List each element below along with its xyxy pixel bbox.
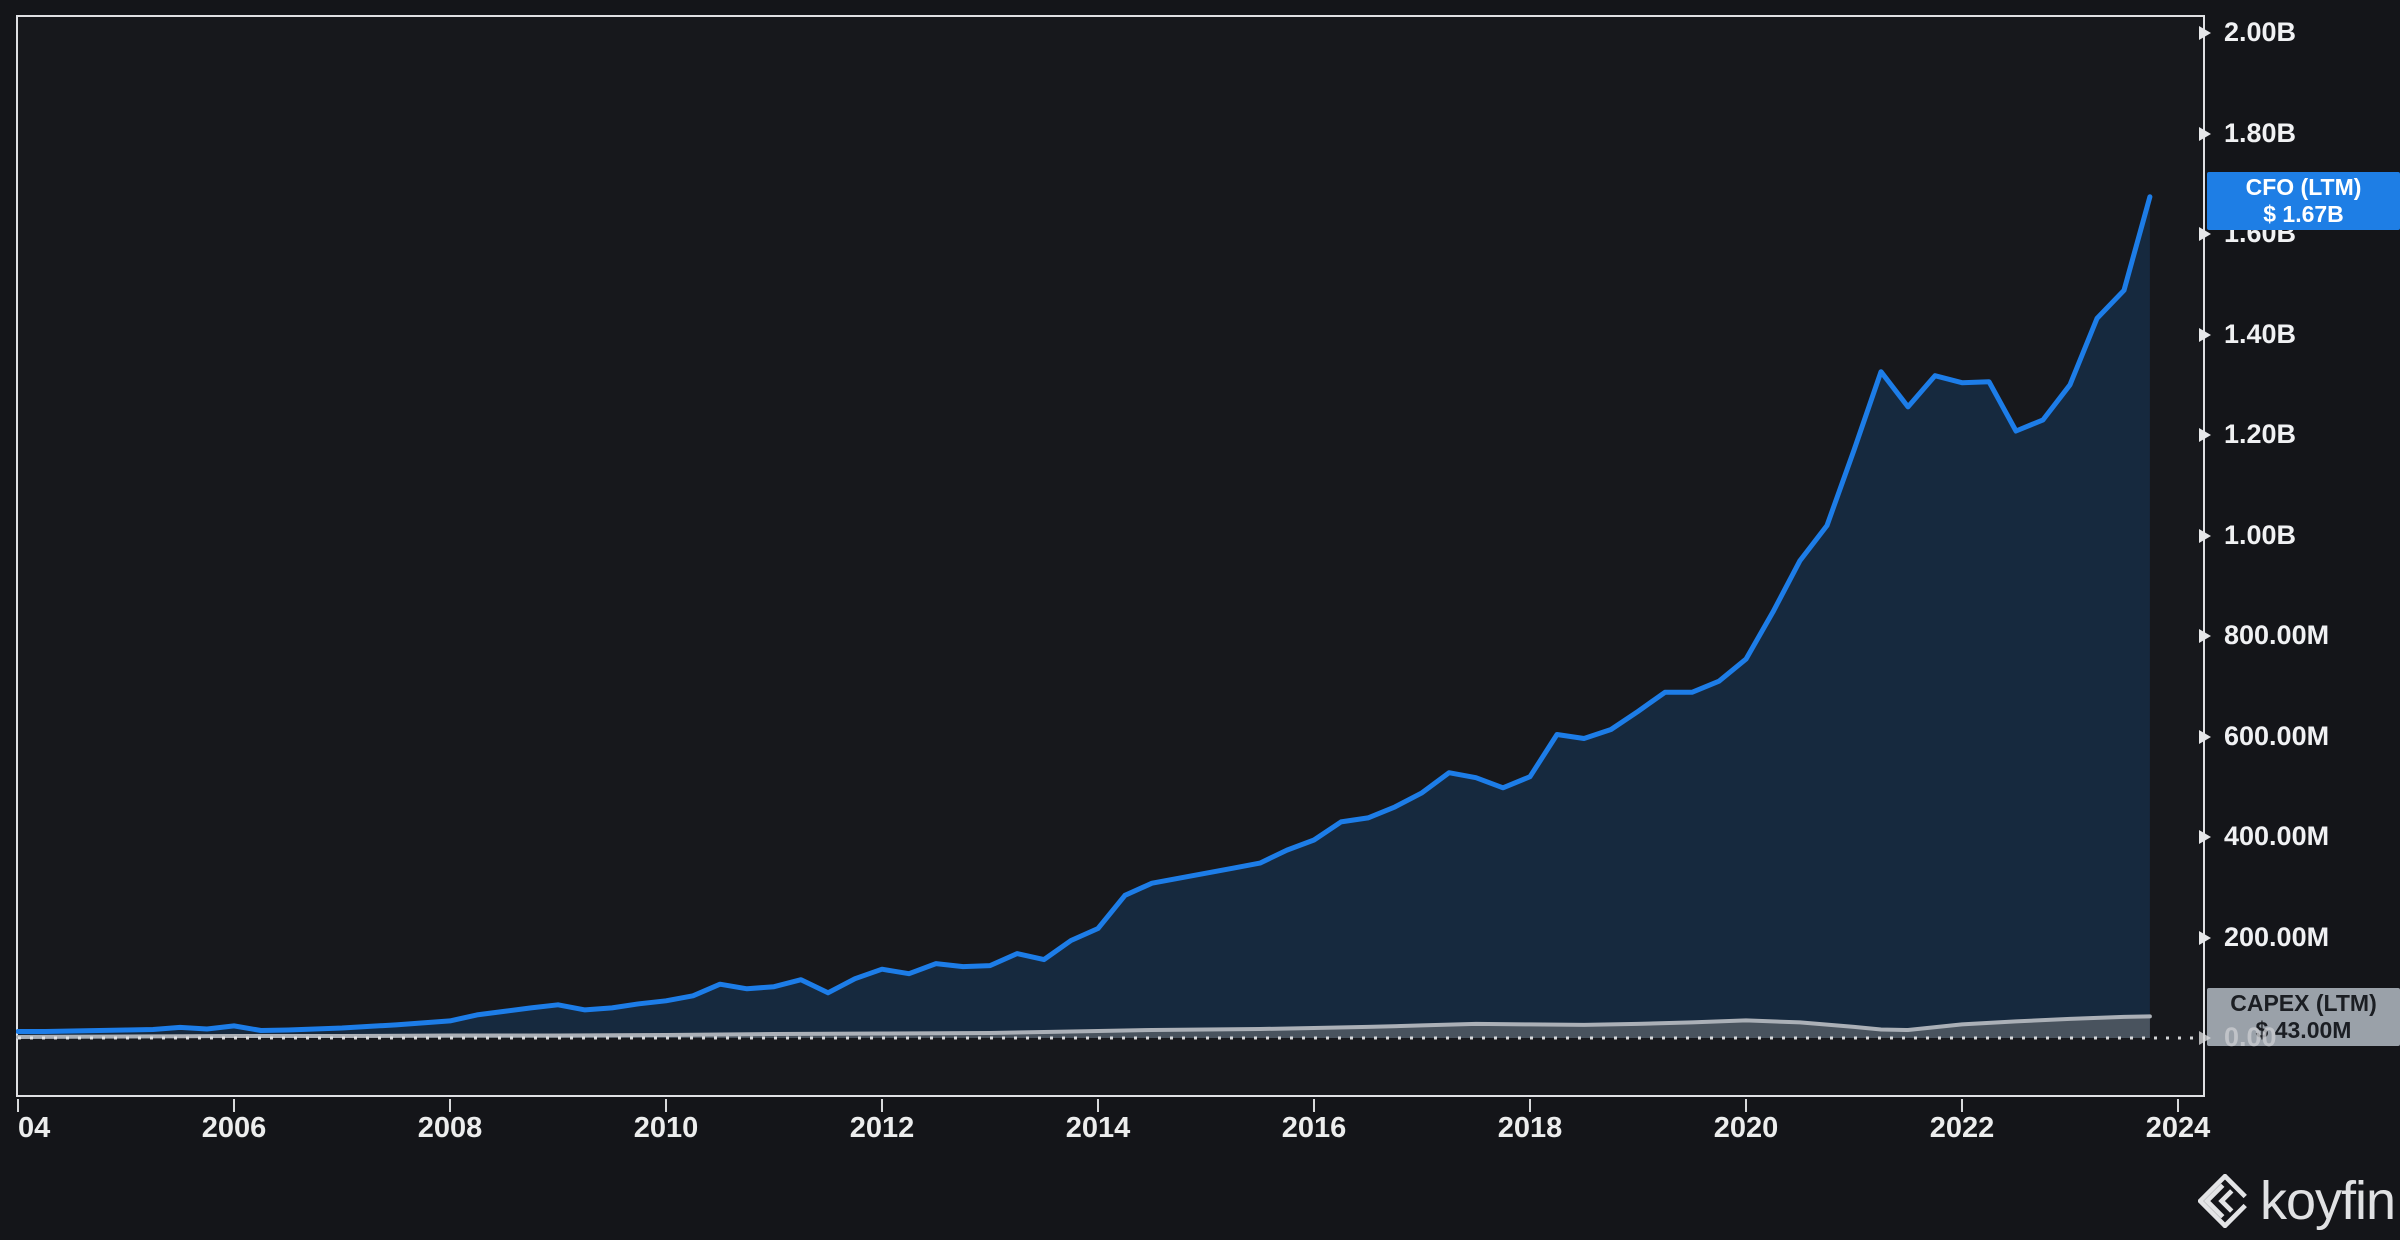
y-axis-tick-label: 1.20B xyxy=(2224,419,2297,449)
cfo-line xyxy=(16,194,2153,1034)
y-tick-arrow-icon xyxy=(2199,729,2211,744)
y-axis-tick-label: 1.40B xyxy=(2224,318,2297,349)
cfo-badge-title: CFO (LTM) xyxy=(2245,174,2362,200)
x-axis-tick-label: 2022 xyxy=(1929,1112,1995,1144)
y-tick-arrow-icon xyxy=(2199,830,2211,844)
y-tick-arrow-icon xyxy=(2199,126,2211,141)
x-axis-tick-label: 2020 xyxy=(1713,1112,1779,1144)
x-axis-tick-mark xyxy=(17,1099,19,1112)
x-axis-tick-label: 2010 xyxy=(633,1112,699,1144)
y-axis-tick-label: 800.00M xyxy=(2224,620,2330,650)
x-axis-tick-label: 2012 xyxy=(849,1112,915,1144)
y-axis-zero-label: 0.00 xyxy=(2224,1022,2277,1052)
y-axis-tick-label: 2.00B xyxy=(2224,17,2297,47)
capex-value-badge: CAPEX (LTM) $ 43.00M xyxy=(2207,988,2400,1046)
y-tick-arrow-icon xyxy=(2199,227,2211,241)
x-axis-tick-mark xyxy=(1745,1099,1747,1112)
x-axis-tick-mark xyxy=(1961,1099,1963,1112)
x-axis-tick-mark xyxy=(449,1099,451,1112)
x-axis-tick-label: 2014 xyxy=(1065,1112,1131,1144)
capex-badge-title: CAPEX (LTM) xyxy=(2230,990,2377,1016)
x-axis-tick-mark xyxy=(1313,1099,1315,1112)
cfo-area-fill xyxy=(18,196,2150,1039)
y-axis-tick-label: 400.00M xyxy=(2224,821,2330,851)
x-axis-tick-label: 2018 xyxy=(1497,1112,1563,1144)
koyfin-logo-text: koyfin xyxy=(2260,1171,2396,1231)
capex-line xyxy=(16,1014,2152,1039)
y-axis-tick-label: 1.80B xyxy=(2224,117,2297,148)
koyfin-logo: koyfin xyxy=(2198,1170,2396,1232)
y-tick-arrow-icon xyxy=(2199,428,2211,442)
cfo-badge-value: $ 1.67B xyxy=(2263,201,2344,227)
capex-area-fill xyxy=(18,1016,2150,1038)
capex-badge-value: $ 43.00M xyxy=(2255,1017,2352,1043)
x-axis-tick-label: 04 xyxy=(18,1112,51,1144)
x-axis-tick-label: 2008 xyxy=(417,1112,483,1144)
y-tick-arrow-icon xyxy=(2199,629,2211,643)
y-axis-tick-label: 1.00B xyxy=(2224,519,2297,550)
zero-tick-arrow-icon xyxy=(2199,1031,2211,1045)
x-axis-tick-mark xyxy=(1529,1099,1531,1112)
y-tick-arrow-icon xyxy=(2199,930,2211,945)
y-axis-tick-label: 600.00M xyxy=(2224,720,2330,751)
cfo-value-badge: CFO (LTM) $ 1.67B xyxy=(2207,172,2400,230)
x-axis-tick-label: 2006 xyxy=(201,1112,267,1144)
y-tick-arrow-icon xyxy=(2199,26,2211,40)
x-axis-tick-mark xyxy=(1097,1099,1099,1112)
y-tick-arrow-icon xyxy=(2199,528,2211,543)
x-axis-tick-mark xyxy=(233,1099,235,1112)
y-axis-tick-label: 200.00M xyxy=(2224,921,2330,952)
x-axis-tick-label: 2024 xyxy=(2145,1112,2211,1144)
y-tick-arrow-icon xyxy=(2199,327,2211,342)
koyfin-logo-icon xyxy=(2198,1174,2247,1228)
x-axis-tick-mark xyxy=(2177,1099,2179,1112)
x-axis-tick-mark xyxy=(665,1099,667,1112)
x-axis-tick-mark xyxy=(881,1099,883,1112)
x-axis-tick-label: 2016 xyxy=(1281,1112,1347,1144)
